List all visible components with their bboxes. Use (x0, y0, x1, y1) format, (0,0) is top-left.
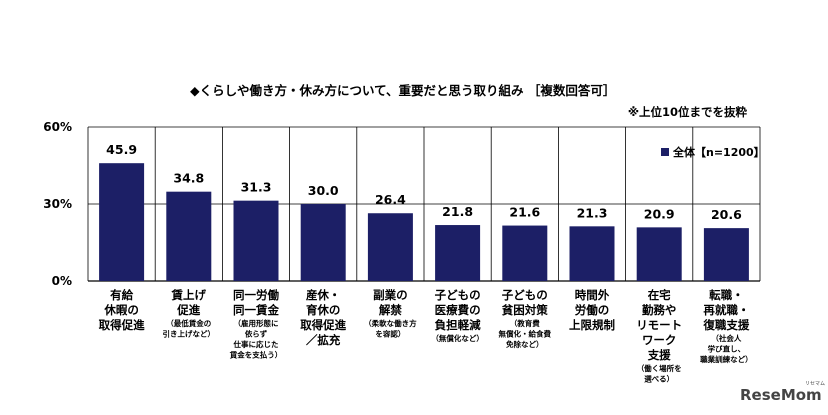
category-label: 勤務や (642, 303, 677, 317)
category-label: 有給 (110, 288, 133, 302)
y-tick-label: 0% (52, 274, 72, 288)
category-label: 同一労働 (233, 288, 279, 302)
category-label: 子どもの (502, 288, 548, 302)
category-sublabel: 職業訓練など） (700, 354, 753, 364)
category-label: 取得促進 (300, 318, 346, 332)
value-label: 20.6 (711, 207, 742, 222)
category-labels: 有給休暇の取得促進賃上げ促進（最低賃金の引き上げなど）同一労働同一賃金（雇用形態… (99, 288, 753, 384)
category-sublabel: 引き上げなど） (163, 329, 216, 339)
bar (233, 200, 279, 281)
category-label: 在宅 (648, 288, 671, 302)
category-label: 復職支援 (702, 318, 749, 332)
legend-label: 全体【n=1200】 (672, 145, 765, 159)
value-label: 21.3 (577, 205, 608, 220)
category-sublabel: 賃金を支払う） (229, 350, 283, 360)
category-label: 医療費の (435, 303, 481, 317)
y-tick-label: 30% (43, 197, 72, 211)
value-labels: 45.9 34.8 31.3 30.0 26.4 21.8 21.6 21.3 20.9 20.6 (106, 142, 742, 222)
category-label: 副業の (373, 288, 408, 302)
logo-tagline: リセマム (805, 381, 825, 387)
category-label: リモート (636, 318, 682, 332)
category-sublabel: 選べる） (644, 374, 674, 384)
bar (636, 227, 682, 281)
bar (502, 225, 548, 281)
category-label: 再就職・ (703, 303, 749, 317)
value-label: 34.8 (173, 171, 204, 186)
bar (435, 225, 481, 281)
category-sublabel: 仕事に応じた (233, 339, 279, 349)
bar (569, 226, 615, 281)
category-sublabel: （柔軟な働き方 (364, 318, 417, 328)
bar (703, 228, 749, 281)
resemom-logo: ReseMom リセマム (740, 381, 825, 404)
value-label: 21.6 (509, 205, 540, 220)
category-label: 解禁 (379, 303, 402, 317)
bars (99, 163, 749, 281)
category-sublabel: （社会人 (711, 333, 741, 343)
y-axis-ticks: 0% 30% 60% (43, 120, 72, 288)
category-label: ／拡充 (306, 333, 341, 347)
category-label: 賃上げ (171, 288, 207, 302)
category-label: 転職・ (709, 288, 744, 302)
category-label: ワーク (642, 333, 677, 347)
category-label: 貧困対策 (502, 303, 548, 317)
category-label: 子どもの (435, 288, 481, 302)
category-sublabel: （最低賃金の (166, 318, 211, 328)
logo-text: ReseMom (740, 386, 822, 404)
value-label: 45.9 (106, 142, 137, 157)
category-sublabel: 学び直し、 (708, 344, 746, 354)
category-sublabel: 無償化・給食費 (499, 329, 552, 339)
value-label: 31.3 (241, 180, 272, 195)
category-label: 労働の (575, 303, 610, 317)
bar (99, 163, 145, 281)
category-label: 産休・ (306, 288, 341, 302)
value-label: 30.0 (308, 183, 339, 198)
value-label: 21.8 (442, 204, 473, 219)
category-label: 負担軽減 (435, 318, 481, 332)
category-label: 同一賃金 (233, 303, 279, 317)
category-sublabel: 免除など） (506, 339, 544, 349)
category-label: 支援 (647, 348, 671, 362)
category-label: 休暇の (103, 303, 139, 317)
legend-swatch (661, 148, 669, 156)
y-tick-label: 60% (43, 120, 72, 134)
value-label: 20.9 (644, 206, 675, 221)
bar (367, 213, 413, 281)
category-label: 上限規制 (569, 318, 615, 332)
category-sublabel: （教育費 (510, 318, 540, 328)
category-sublabel: を容認） (375, 329, 405, 339)
bar (166, 191, 212, 281)
value-label: 26.4 (375, 192, 406, 207)
category-label: 育休の (306, 303, 341, 317)
category-sublabel: （雇用形態に (234, 318, 279, 328)
chart-note: ※上位10位までを抜粋 (628, 105, 748, 119)
category-label: 取得促進 (99, 318, 145, 332)
category-label: 促進 (176, 303, 200, 317)
bar (300, 204, 346, 281)
legend: 全体【n=1200】 (661, 145, 765, 159)
chart-title: ◆くらしや働き方・休み方について、重要だと思う取り組み ［複数回答可］ (190, 83, 615, 98)
category-label: 時間外 (575, 288, 610, 302)
category-sublabel: 依らず (245, 329, 268, 339)
category-sublabel: （無償化など） (431, 333, 484, 343)
category-sublabel: （働く場所を (637, 363, 682, 373)
